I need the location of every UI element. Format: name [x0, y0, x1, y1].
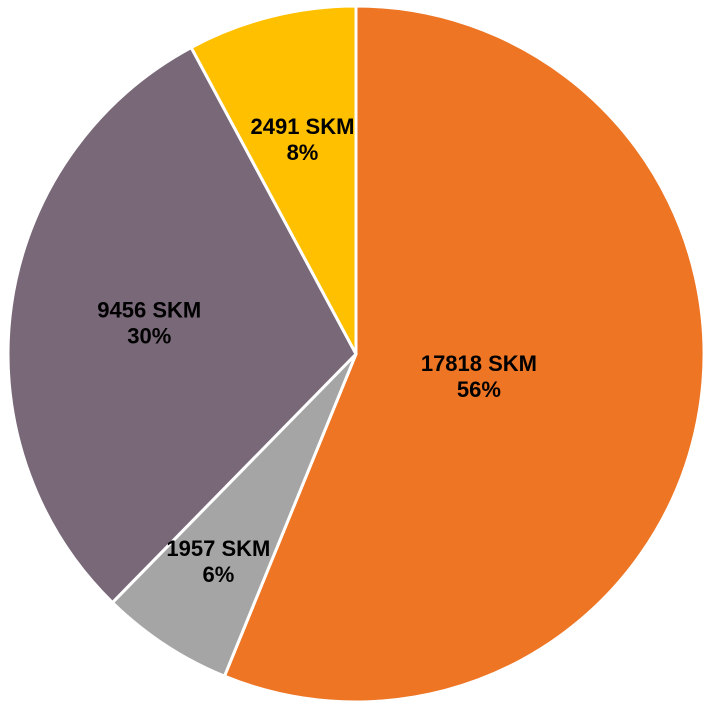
pie-slice — [189, 4, 358, 355]
percent-label: 30% — [127, 323, 171, 348]
data-label: 2491 SKM — [250, 114, 354, 139]
pie-slice — [110, 352, 358, 679]
pie-slice — [6, 45, 358, 605]
data-label: 17818 SKM — [421, 351, 537, 376]
percent-label: 8% — [287, 140, 319, 165]
data-label: 1957 SKM — [166, 536, 270, 561]
data-label: 9456 SKM — [97, 297, 201, 322]
percent-label: 6% — [202, 562, 234, 587]
percent-label: 56% — [457, 377, 501, 402]
pie-slice — [222, 4, 703, 704]
